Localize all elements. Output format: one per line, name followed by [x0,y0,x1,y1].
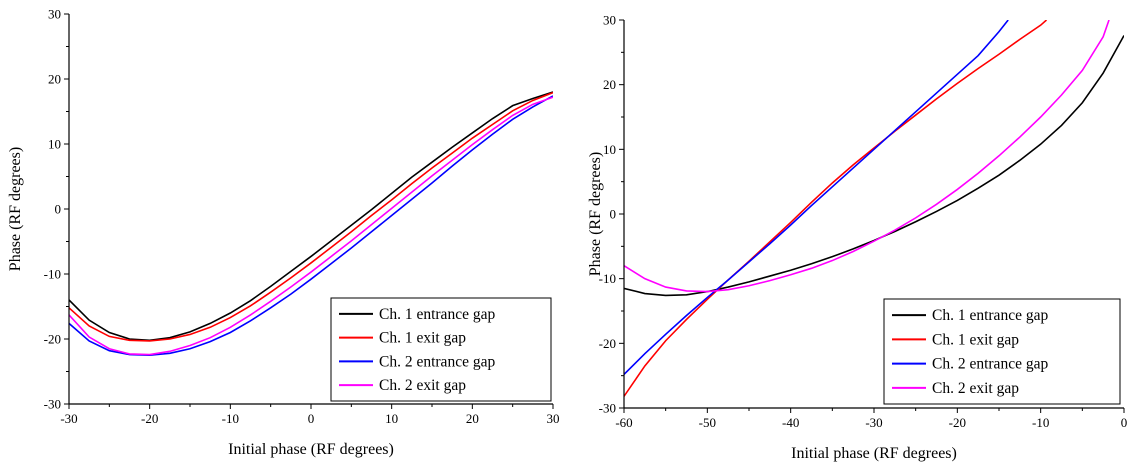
y-tick-label: 20 [48,72,61,87]
series-line-4 [69,96,553,356]
x-tick-label: 20 [466,411,479,426]
legend-label-4: Ch. 2 exit gap [932,380,1019,397]
x-tick-label: 10 [385,411,398,426]
x-tick-label: -20 [141,411,158,426]
y-tick-label: 30 [48,7,61,22]
legend-box [330,297,552,402]
chart-left: -30 -20 -10 0 10 20 30 -30 -20 -10 0 10 20 30 Initial … [7,7,560,459]
x-tick-label: -10 [222,411,239,426]
series-line-4 [624,20,1110,293]
y-axis-title: Phase (RF degrees) [7,147,24,271]
legend-label-3: Ch. 2 entrance gap [932,356,1048,373]
x-tick-label: 0 [1121,415,1128,430]
chart-right: -60 -50 -40 -30 -20 -10 0 -30 -20 -10 0 10 20 30 Initi… [587,13,1127,463]
legend-label-2: Ch. 1 exit gap [932,331,1019,348]
x-axis-title: Initial phase (RF degrees) [228,441,394,458]
y-tick-label: 20 [603,77,616,92]
y-tick-label: 0 [610,207,617,222]
legend-label-1: Ch. 1 entrance gap [932,307,1048,324]
y-tick-label: -30 [599,401,616,416]
y-axis-title: Phase (RF degrees) [587,152,604,276]
legend-box [883,298,1121,405]
x-tick-label: -10 [1032,415,1049,430]
legend-label-3: Ch. 2 entrance gap [379,353,495,370]
y-tick-label: -10 [44,267,61,282]
x-tick-label: -40 [782,415,799,430]
series-line-3 [624,20,1009,375]
x-tick-label: 0 [308,411,315,426]
x-tick-label: -20 [949,415,966,430]
series-line-1 [624,35,1124,297]
x-axis-title: Initial phase (RF degrees) [791,445,957,462]
legend-label-1: Ch. 1 entrance gap [379,306,495,323]
x-tick-label: -30 [865,415,882,430]
y-tick-label: 30 [603,13,616,28]
x-tick-label: -50 [699,415,716,430]
y-tick-label: 0 [55,202,62,217]
y-tick-label: -20 [44,332,61,347]
series-line-2 [624,20,1048,397]
y-tick-label: 10 [603,142,616,157]
legend: Ch. 1 entrance gap Ch. 1 exit gap Ch. 2 en… [330,297,552,402]
series-line-2 [69,91,553,342]
x-tick-label: 30 [547,411,560,426]
legend-label-2: Ch. 1 exit gap [379,330,466,347]
y-tick-label: -20 [599,336,616,351]
x-tick-label: -60 [615,415,632,430]
x-tick-label: -30 [60,411,77,426]
y-tick-label: 10 [48,137,61,152]
y-tick-label: -10 [599,271,616,286]
legend: Ch. 1 entrance gap Ch. 1 exit gap Ch. 2 en… [883,298,1121,405]
legend-label-4: Ch. 2 exit gap [379,377,466,394]
y-tick-label: -30 [44,397,61,412]
